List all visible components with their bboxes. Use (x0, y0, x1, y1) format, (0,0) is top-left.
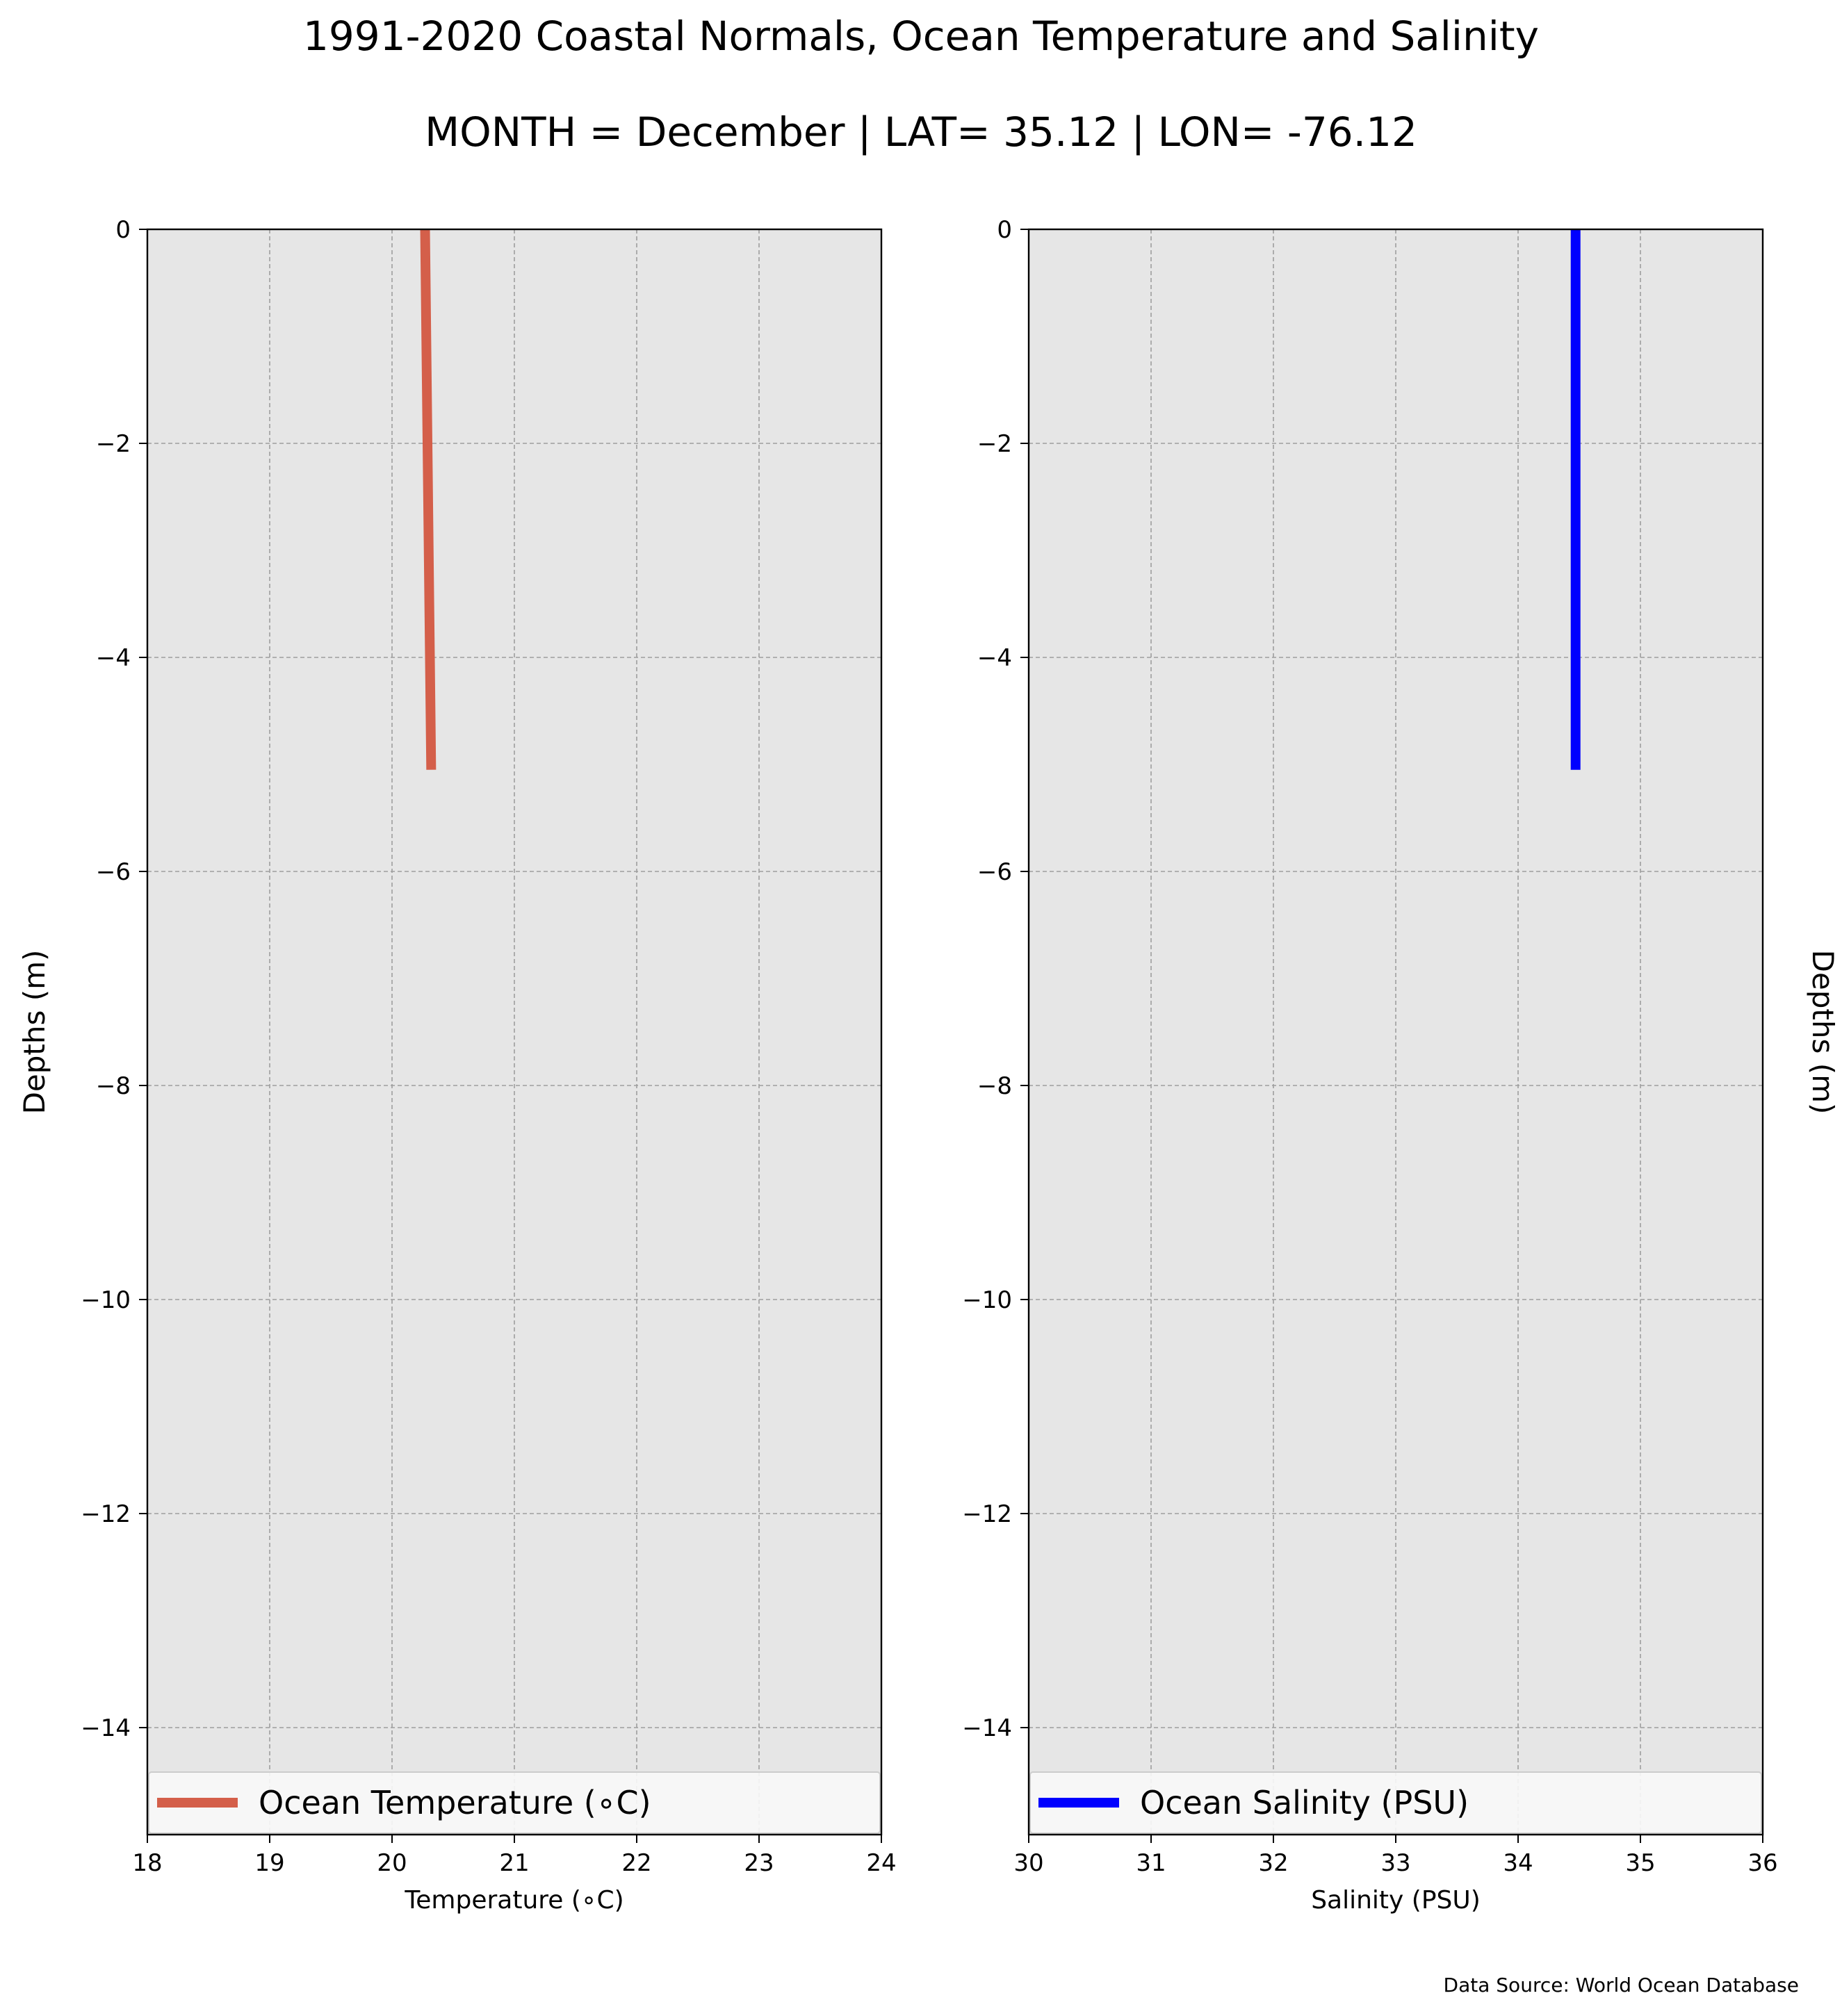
temperature-y-tick-label: −12 (81, 1500, 131, 1528)
temperature-x-tick-label: 19 (254, 1849, 284, 1877)
salinity-y-axis-label: Depths (m) (1806, 950, 1840, 1115)
temperature-legend-label: Ocean Temperature (∘C) (259, 1784, 651, 1821)
temperature-y-axis-label: Depths (m) (17, 950, 51, 1115)
temperature-x-tick-label: 24 (866, 1849, 896, 1877)
figure-subtitle: MONTH = December | LAT= 35.12 | LON= -76… (425, 108, 1417, 156)
temperature-x-tick-label: 23 (744, 1849, 774, 1877)
salinity-x-tick-label: 35 (1625, 1849, 1655, 1877)
salinity-panel: Ocean Salinity (PSU) 30 31 32 33 34 35 36 0 −2 −4 −… (962, 216, 1840, 1915)
temperature-x-tick-label: 22 (621, 1849, 651, 1877)
temperature-series-line (420, 229, 437, 770)
temperature-panel: Ocean Temperature (∘C) 18 19 20 21 22 23 24 0 −2 −… (17, 216, 897, 1915)
temperature-x-tick-label: 21 (499, 1849, 529, 1877)
salinity-y-tick-label: −2 (977, 430, 1012, 458)
salinity-x-tick-label: 30 (1013, 1849, 1043, 1877)
temperature-x-axis-label: Temperature (∘C) (404, 1886, 623, 1915)
temperature-y-tick-label: −10 (81, 1286, 131, 1314)
salinity-y-tick-label: −4 (977, 644, 1012, 672)
salinity-x-tick-label: 31 (1136, 1849, 1166, 1877)
salinity-legend-box (1029, 1771, 1762, 1834)
salinity-y-tick-label: −12 (962, 1500, 1012, 1528)
salinity-x-axis-label: Salinity (PSU) (1311, 1886, 1481, 1915)
temperature-y-tick-label: −14 (81, 1714, 131, 1742)
salinity-y-tick-label: −10 (962, 1286, 1012, 1314)
temperature-x-tick-label: 20 (377, 1849, 407, 1877)
salinity-x-tick-label: 36 (1747, 1849, 1777, 1877)
temperature-y-tick-label: 0 (115, 216, 131, 244)
temperature-legend-box (148, 1771, 881, 1834)
figure-title: 1991-2020 Coastal Normals, Ocean Tempera… (303, 13, 1539, 60)
salinity-y-tick-label: −14 (962, 1714, 1012, 1742)
temperature-y-tick-label: −6 (96, 858, 131, 886)
temperature-y-tick-label: −8 (96, 1072, 131, 1100)
temperature-y-tick-label: −2 (96, 430, 131, 458)
salinity-x-tick-label: 33 (1380, 1849, 1410, 1877)
salinity-y-tick-label: 0 (997, 216, 1012, 244)
salinity-legend-label: Ocean Salinity (PSU) (1140, 1784, 1469, 1821)
salinity-y-tick-label: −6 (977, 858, 1012, 886)
salinity-y-tick-label: −8 (977, 1072, 1012, 1100)
salinity-x-tick-label: 34 (1503, 1849, 1533, 1877)
temperature-x-tick-label: 18 (132, 1849, 162, 1877)
salinity-x-tick-label: 32 (1258, 1849, 1288, 1877)
temperature-y-tick-label: −4 (96, 644, 131, 672)
data-source-note: Data Source: World Ocean Database (1444, 1974, 1799, 1997)
